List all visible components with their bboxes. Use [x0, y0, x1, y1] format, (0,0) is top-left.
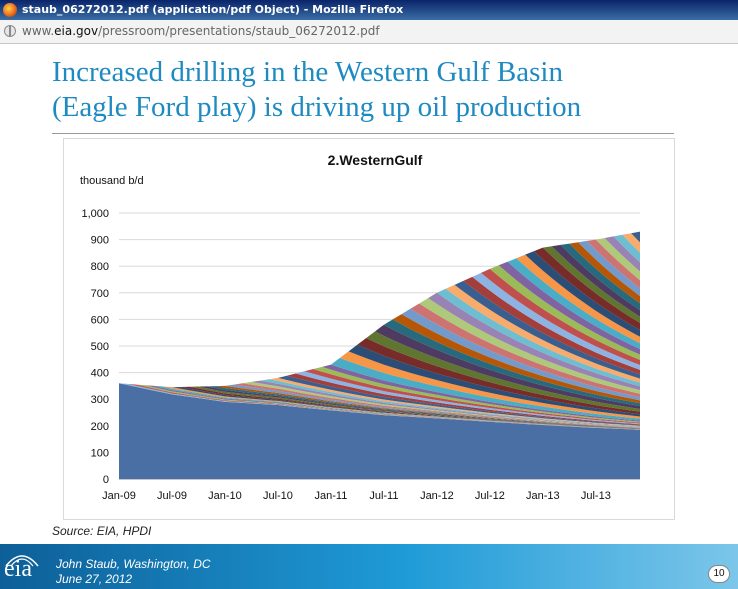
x-tick-label: Jul-09 — [157, 490, 187, 502]
area-cohort — [119, 351, 640, 419]
x-tick-label: Jan-10 — [208, 490, 242, 502]
y-tick-label: 500 — [91, 341, 109, 353]
area-cohort — [119, 338, 640, 415]
area-cohort — [119, 371, 640, 425]
area-cohort — [119, 331, 640, 412]
area-cohort — [119, 344, 640, 417]
y-tick-label: 0 — [103, 474, 109, 486]
y-tick-label: 400 — [91, 368, 109, 380]
y-tick-label: 800 — [91, 261, 109, 273]
x-tick-label: Jan-13 — [526, 490, 560, 502]
window-title: staub_06272012.pdf (application/pdf Obje… — [22, 3, 404, 16]
area-cohort — [119, 364, 640, 422]
slide-footer: eia John Staub, Washington, DC June 27, … — [0, 544, 738, 589]
production-chart: 2.WesternGulf thousand b/d 0 100 200 300 400… — [80, 152, 640, 502]
url-domain: eia.gov — [54, 24, 99, 38]
y-tick-label: 200 — [91, 421, 109, 433]
x-tick-label: Jul-10 — [263, 490, 293, 502]
y-tick-label: 600 — [91, 314, 109, 326]
eia-logo-arcs-icon — [5, 555, 39, 567]
url-text[interactable]: www.eia.gov/pressroom/presentations/stau… — [22, 24, 380, 38]
page-number: 10 — [708, 565, 730, 583]
title-divider — [52, 133, 674, 134]
slide-title: Increased drilling in the Western Gulf B… — [52, 55, 712, 125]
area-cohort — [119, 357, 640, 421]
area-cohort — [119, 366, 640, 423]
x-tick-label: Jul-11 — [369, 490, 398, 502]
x-tick-label: Jan-12 — [420, 490, 454, 502]
address-bar[interactable]: www.eia.gov/pressroom/presentations/stau… — [0, 20, 738, 44]
slide-title-line-1: Increased drilling in the Western Gulf B… — [52, 56, 563, 88]
url-path: /pressroom/presentations/staub_06272012.… — [98, 24, 380, 38]
stacked-areas — [119, 231, 640, 479]
area-cohort — [119, 242, 640, 388]
area-cohort — [119, 383, 640, 428]
y-tick-label: 900 — [91, 235, 109, 247]
source-note: Source: EIA, HPDI — [52, 524, 152, 538]
x-tick-label: Jan-11 — [315, 490, 348, 502]
chart-frame: 2.WesternGulf thousand b/d 0 100 200 300 400… — [63, 138, 675, 520]
area-cohort — [119, 383, 640, 430]
presentation-date: June 27, 2012 — [56, 572, 133, 586]
eia-logo: eia — [4, 556, 32, 582]
area-cohort — [119, 369, 640, 424]
y-tick-labels: 0 100 200 300 400 500 600 700 800 900 1,000 — [81, 208, 109, 486]
firefox-icon — [3, 3, 17, 17]
y-tick-label: 100 — [91, 447, 109, 459]
area-cohort — [119, 272, 640, 388]
window-title-bar: staub_06272012.pdf (application/pdf Obje… — [0, 0, 738, 20]
y-axis-label: thousand b/d — [80, 175, 144, 187]
slide-title-line-2: (Eagle Ford play) is driving up oil prod… — [52, 91, 582, 123]
y-tick-label: 700 — [91, 288, 109, 300]
area-cohort — [119, 381, 640, 428]
x-tick-label: Jan-09 — [102, 490, 136, 502]
y-tick-label: 1,000 — [81, 208, 109, 220]
area-cohort — [119, 383, 640, 429]
x-tick-label: Jul-13 — [581, 490, 611, 502]
area-cohort — [119, 373, 640, 425]
chart-title: 2.WesternGulf — [328, 152, 423, 168]
presenter-name: John Staub, Washington, DC — [56, 557, 211, 571]
globe-icon — [4, 25, 16, 37]
x-tick-label: Jul-12 — [475, 490, 505, 502]
x-tick-labels: Jan-09 Jul-09 Jan-10 Jul-10 Jan-11 Jul-11 Jan-… — [102, 490, 611, 502]
y-tick-label: 300 — [91, 394, 109, 406]
url-prefix: www. — [22, 24, 55, 38]
area-cohort — [119, 280, 640, 388]
area-base-wells — [119, 383, 640, 479]
